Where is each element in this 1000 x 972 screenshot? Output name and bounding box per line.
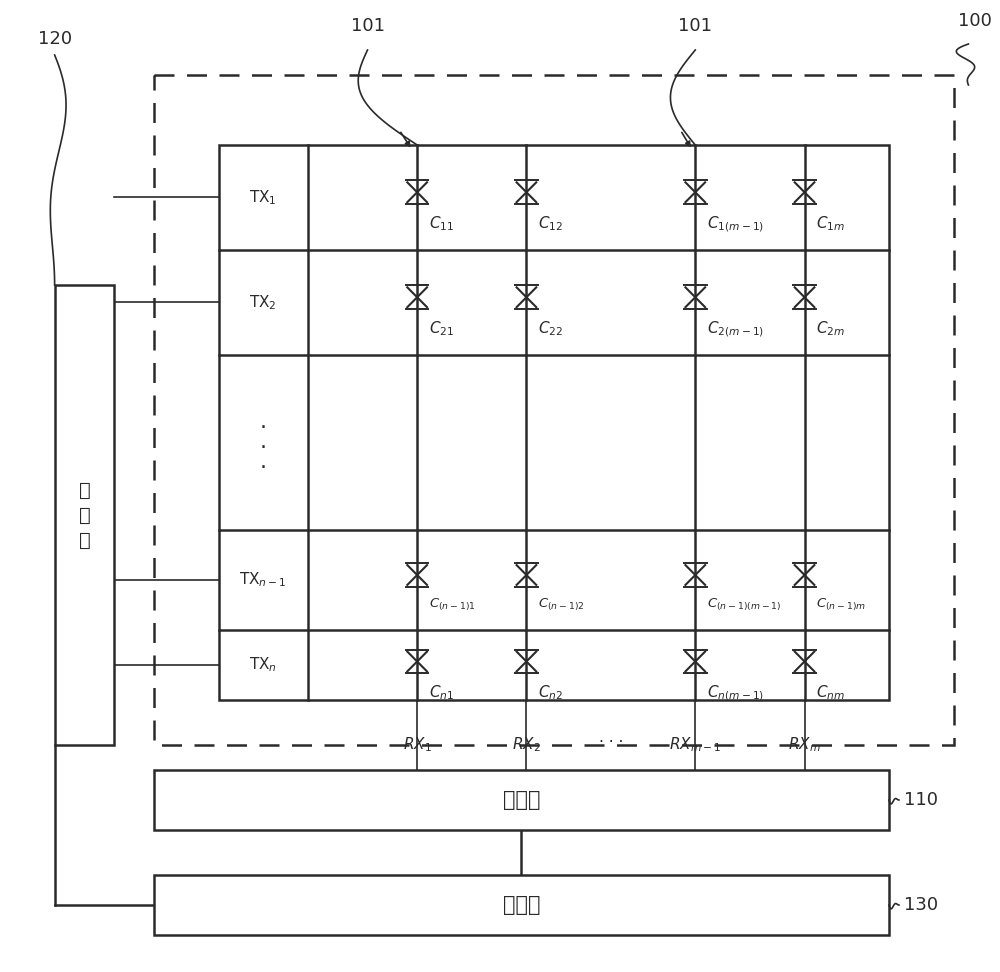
Text: $C_{1(m-1)}$: $C_{1(m-1)}$	[707, 214, 764, 234]
Text: 101: 101	[678, 17, 712, 35]
Text: $RX_2$: $RX_2$	[512, 735, 541, 753]
Text: 101: 101	[351, 17, 385, 35]
Text: $C_{12}$: $C_{12}$	[538, 214, 563, 233]
Text: $C_{n1}$: $C_{n1}$	[429, 683, 454, 702]
Text: 100: 100	[958, 12, 992, 30]
Text: $C_{22}$: $C_{22}$	[538, 319, 563, 338]
Text: $C_{1m}$: $C_{1m}$	[816, 214, 846, 233]
Text: $C_{n(m-1)}$: $C_{n(m-1)}$	[707, 683, 764, 703]
Text: TX$_n$: TX$_n$	[249, 656, 277, 675]
Text: $C_{2(m-1)}$: $C_{2(m-1)}$	[707, 319, 764, 339]
Bar	[154, 770, 889, 830]
Text: ·: ·	[260, 458, 267, 477]
Text: $RX_1$: $RX_1$	[403, 735, 432, 753]
Bar	[55, 285, 114, 745]
Text: $C_{nm}$: $C_{nm}$	[816, 683, 845, 702]
Text: TX$_1$: TX$_1$	[249, 189, 277, 207]
Text: $C_{n2}$: $C_{n2}$	[538, 683, 563, 702]
Bar	[154, 75, 954, 745]
Text: $C_{11}$: $C_{11}$	[429, 214, 454, 233]
Text: TX$_{n-1}$: TX$_{n-1}$	[239, 571, 287, 589]
Text: · · ·: · · ·	[599, 735, 623, 750]
Text: $RX_m$: $RX_m$	[788, 735, 821, 753]
Text: $RX_{m-1}$: $RX_{m-1}$	[669, 735, 721, 753]
Text: $C_{(n-1)m}$: $C_{(n-1)m}$	[816, 597, 866, 613]
Text: 120: 120	[38, 30, 72, 48]
Text: ·: ·	[260, 437, 267, 458]
Bar	[219, 145, 889, 700]
Text: TX$_2$: TX$_2$	[249, 294, 277, 312]
Text: $C_{2m}$: $C_{2m}$	[816, 319, 845, 338]
Text: 130: 130	[904, 896, 938, 914]
Text: $C_{(n-1)(m-1)}$: $C_{(n-1)(m-1)}$	[707, 597, 782, 613]
Bar	[154, 875, 889, 935]
Text: 控制部: 控制部	[503, 895, 540, 915]
Text: 检测部: 检测部	[503, 790, 540, 810]
Text: $C_{(n-1)1}$: $C_{(n-1)1}$	[429, 597, 476, 613]
Text: 驱
动
部: 驱 动 部	[79, 480, 90, 549]
Text: 110: 110	[904, 791, 938, 809]
Text: ·: ·	[260, 418, 267, 437]
Text: $C_{(n-1)2}$: $C_{(n-1)2}$	[538, 597, 585, 613]
Text: $C_{21}$: $C_{21}$	[429, 319, 454, 338]
